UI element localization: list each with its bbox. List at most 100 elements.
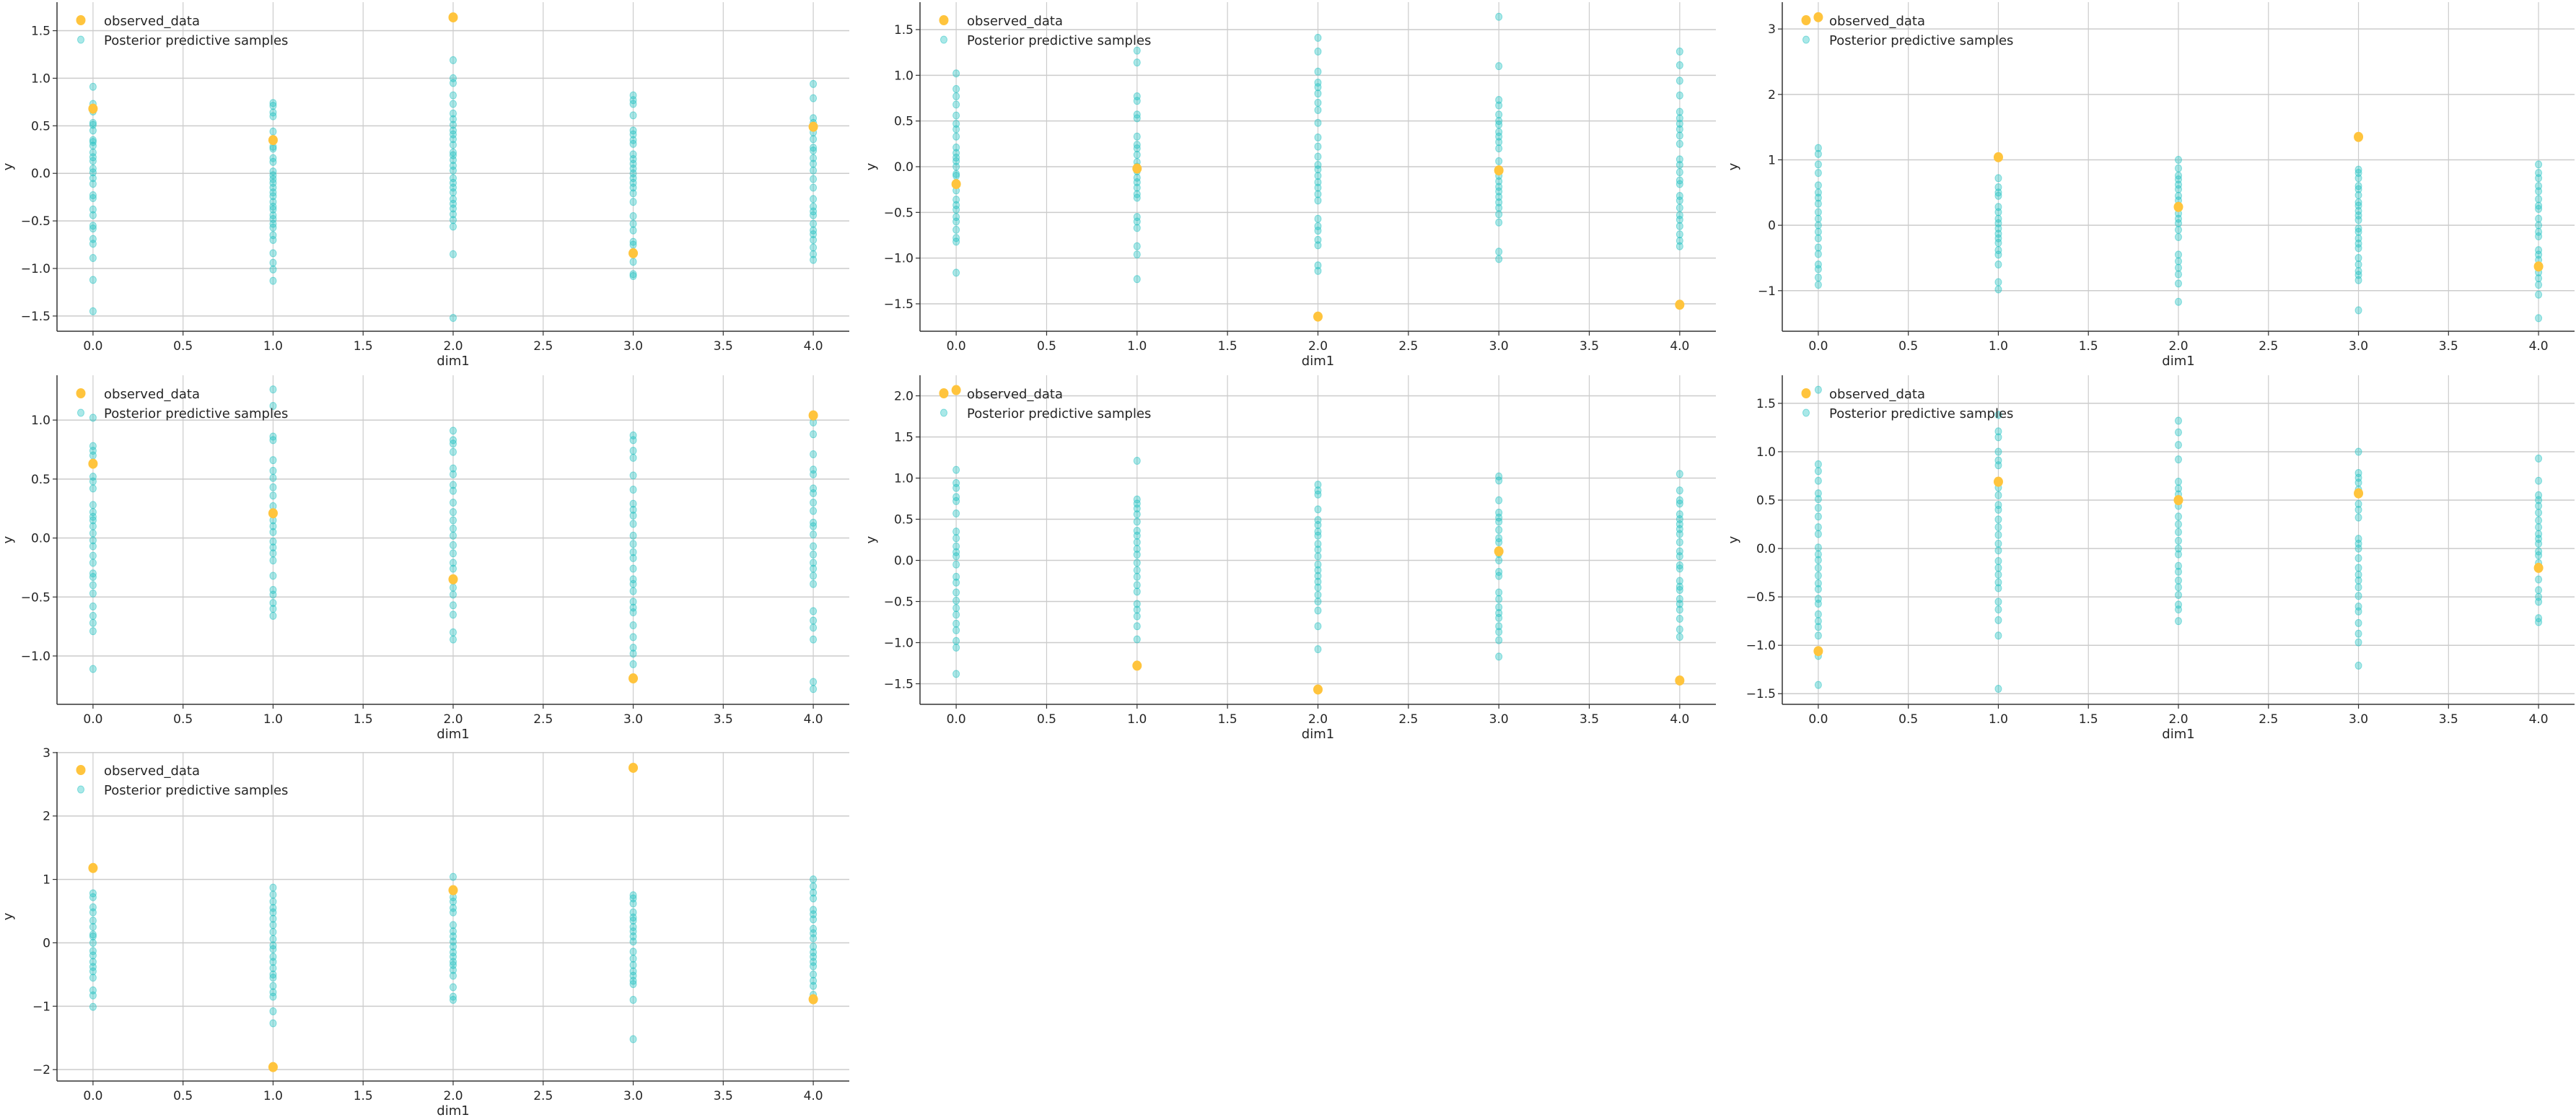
posterior-sample-point [810, 135, 818, 144]
posterior-sample-point [1675, 61, 1683, 69]
posterior-sample-point [1133, 183, 1141, 192]
x-axis-label: dim1 [1302, 354, 1334, 369]
posterior-sample-point [952, 626, 960, 634]
posterior-sample-point [1314, 486, 1322, 495]
posterior-sample-point [1814, 274, 1822, 282]
posterior-sample-point [1675, 108, 1683, 116]
posterior-sample-point [1814, 610, 1822, 618]
posterior-sample-point [2175, 550, 2182, 559]
posterior-sample-point [1495, 652, 1503, 661]
posterior-sample-point [810, 875, 818, 884]
posterior-sample-point [2175, 576, 2182, 585]
y-tick-label: −0.5 [1746, 590, 1776, 605]
posterior-sample-point [1314, 261, 1322, 270]
legend-observed-marker [1801, 15, 1811, 25]
posterior-sample-point [952, 588, 960, 597]
posterior-sample-point [89, 951, 97, 960]
x-tick-label: 0.5 [173, 1089, 193, 1103]
posterior-sample-point [89, 211, 97, 219]
legend: observed_data Posterior predictive sample… [76, 764, 288, 798]
posterior-sample-point [269, 276, 277, 285]
posterior-sample-point [952, 132, 960, 141]
posterior-sample-point [2354, 253, 2362, 262]
posterior-sample-point [1994, 598, 2002, 606]
posterior-sample-point [952, 509, 960, 518]
posterior-sample-point [269, 883, 277, 892]
y-tick-label: −0.5 [21, 590, 51, 605]
y-tick-label: −0.5 [21, 214, 51, 229]
posterior-sample-point [89, 938, 97, 947]
x-tick-label: 4.0 [1670, 339, 1689, 354]
posterior-sample-point [89, 477, 97, 486]
posterior-sample-point [269, 543, 277, 552]
x-tick-label: 3.5 [1580, 339, 1599, 354]
posterior-sample-point [629, 198, 637, 206]
x-tick-label: 2.0 [1308, 712, 1328, 727]
posterior-sample-point [450, 583, 457, 592]
posterior-sample-point [1814, 234, 1822, 242]
posterior-sample-point [1314, 152, 1322, 161]
posterior-sample-point [810, 195, 818, 204]
posterior-sample-point [450, 590, 457, 599]
posterior-sample-point [952, 162, 960, 171]
posterior-sample-point [2175, 270, 2182, 279]
posterior-sample-point [2175, 428, 2182, 437]
posterior-sample-point [1314, 241, 1322, 250]
posterior-sample-point [810, 542, 818, 551]
posterior-sample-point [1814, 585, 1822, 593]
posterior-sample-point [1133, 151, 1141, 159]
posterior-sample-point [269, 935, 277, 943]
posterior-sample-point [952, 496, 960, 505]
legend-observed-label: observed_data [1829, 387, 1925, 402]
posterior-sample-point [89, 551, 97, 560]
posterior-sample-point [952, 611, 960, 619]
posterior-sample-point [450, 314, 457, 323]
posterior-sample-point [1495, 96, 1503, 105]
posterior-sample-point [450, 516, 457, 525]
posterior-sample-point [810, 470, 818, 478]
x-tick-label: 4.0 [804, 712, 823, 727]
legend-samples-marker [77, 408, 84, 417]
posterior-sample-point [89, 947, 97, 955]
posterior-sample-point [1814, 160, 1822, 169]
x-tick-label: 3.5 [714, 1089, 733, 1103]
posterior-sample-point [1495, 603, 1503, 611]
posterior-sample-point [952, 528, 960, 536]
posterior-sample-point [1994, 564, 2002, 572]
posterior-sample-point [269, 223, 277, 232]
x-axis-label: dim1 [437, 354, 469, 369]
posterior-sample-point [89, 908, 97, 916]
posterior-sample-point [1314, 560, 1322, 569]
posterior-sample-point [1314, 481, 1322, 489]
posterior-sample-point [269, 945, 277, 953]
posterior-sample-point [89, 963, 97, 971]
posterior-sample-point [1675, 114, 1683, 123]
posterior-sample-point [269, 908, 277, 916]
posterior-sample-point [1314, 540, 1322, 548]
x-tick-label: 2.5 [533, 712, 553, 727]
subplot-2: 0.0 0.5 1.0 1.5 2.0 2.5 3.0 3.5 4.0 −1.5 −1.0 −0.5 0… [864, 2, 1716, 369]
y-axis-label: y [864, 535, 879, 543]
posterior-sample-point [1133, 193, 1141, 202]
posterior-sample-point [269, 958, 277, 966]
posterior-sample-point [629, 540, 637, 548]
posterior-sample-point [269, 537, 277, 546]
observed-data-point [1494, 546, 1504, 556]
posterior-sample-point [450, 948, 457, 957]
posterior-sample-point [1314, 190, 1322, 198]
posterior-sample-point [1314, 505, 1322, 514]
posterior-sample-point [1814, 385, 1822, 394]
posterior-sample-point [810, 211, 818, 219]
posterior-sample-point [2354, 583, 2362, 592]
posterior-sample-point [2175, 155, 2182, 164]
x-tick-label: 0.5 [1898, 712, 1918, 727]
legend-observed-label: observed_data [104, 387, 200, 402]
posterior-sample-point [629, 258, 637, 266]
x-tick-label: 2.0 [443, 712, 463, 727]
posterior-sample-point [810, 894, 818, 903]
posterior-sample-point [450, 524, 457, 533]
y-tick-label: 2 [43, 810, 51, 824]
posterior-sample-point [952, 268, 960, 277]
y-tick-label: −0.5 [884, 595, 914, 610]
legend-samples-label: Posterior predictive samples [104, 33, 288, 48]
